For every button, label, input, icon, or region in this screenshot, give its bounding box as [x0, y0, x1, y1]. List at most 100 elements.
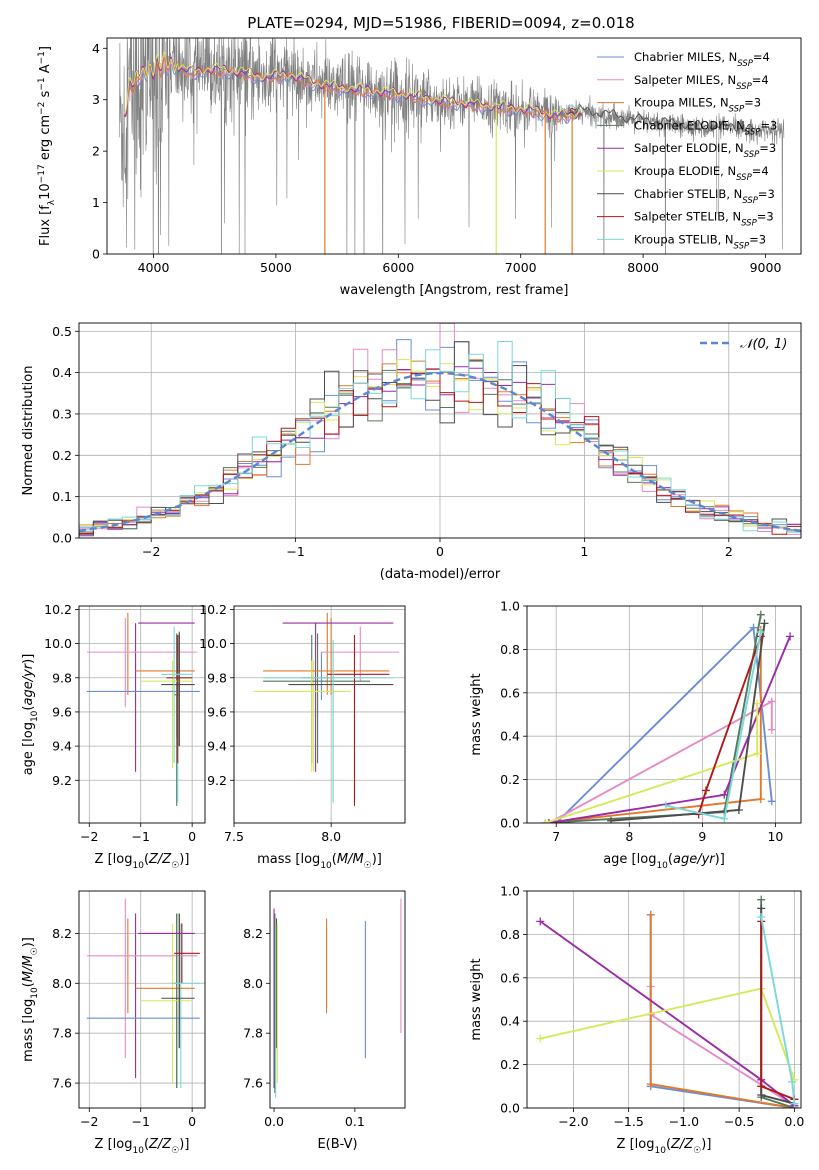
y-axis-label: age [log10(age/yr)]	[21, 654, 40, 776]
x-tick-label: 0	[188, 1114, 196, 1129]
x-axis-label: Z [log10(Z/Z☉)]	[95, 852, 190, 871]
x-tick-label: −1	[131, 1114, 149, 1129]
x-tick-label: 1	[580, 544, 588, 559]
x-tick-label: 0	[188, 829, 196, 844]
observed-spectrum	[118, 38, 785, 254]
x-tick-label: 2	[725, 544, 733, 559]
legend-entry: Chabrier MILES, NSSP=4	[634, 50, 770, 69]
y-tick-label: 9.6	[207, 704, 227, 719]
model-spectrum-kroupa-stelib	[569, 104, 582, 109]
y-tick-label: 9.8	[52, 670, 72, 685]
x-axis-label: Z [log10(Z/Z☉)]	[617, 1137, 712, 1156]
y-tick-label: 0.8	[500, 927, 520, 942]
histogram-salpeter-stelib	[79, 368, 801, 535]
weight-line-kroupa-elodie	[540, 987, 796, 1081]
y-axis-label: mass weight	[469, 958, 484, 1040]
x-axis-label: mass [log10(M/M☉)]	[257, 852, 382, 871]
y-tick-label: 8.2	[243, 926, 263, 941]
spectrum-plot-area	[118, 38, 785, 254]
y-tick-label: 8.0	[243, 976, 263, 991]
legend-entry: Chabrier STELIB, NSSP=3	[634, 187, 775, 206]
y-tick-label: 9.4	[52, 739, 72, 754]
weight-line-chabrier-elodie	[545, 614, 762, 823]
x-tick-label: 0.0	[264, 1114, 284, 1129]
x-tick-label: 8000	[627, 260, 659, 275]
weight-point	[760, 619, 769, 628]
mass_vs_Z-plot-area	[79, 891, 205, 1108]
y-tick-label: 0.6	[500, 970, 520, 985]
y-tick-label: 0.2	[500, 1057, 520, 1072]
y-tick-label: 0.4	[52, 365, 72, 380]
normal-curve	[79, 371, 801, 532]
y-tick-label: 0.8	[500, 642, 520, 657]
y-tick-label: 1	[92, 195, 100, 210]
x-axis-label: Z [log10(Z/Z☉)]	[95, 1137, 190, 1156]
y-axis-label: Flux [fλ10−17 erg cm−2 s−1 A−1]	[37, 46, 57, 246]
age_vs_Z-plot-area	[79, 606, 205, 823]
y-tick-label: 7.8	[243, 1026, 263, 1041]
axes-frame	[78, 890, 206, 1109]
weight-point	[756, 610, 765, 619]
y-axis-label: mass [log10(M/M☉)]	[21, 937, 40, 1062]
y-tick-label: 0.4	[500, 1014, 520, 1029]
x-tick-label: 6000	[382, 260, 414, 275]
y-tick-label: 9.4	[207, 739, 227, 754]
weight-point	[767, 797, 776, 806]
weight-point	[753, 699, 762, 708]
model-spectrum-salpeter-miles	[123, 60, 583, 123]
model-spectrum-chabrier-stelib	[569, 105, 754, 132]
x-tick-label: 9000	[750, 260, 782, 275]
axes-frame	[106, 37, 802, 255]
y-tick-label: 1.0	[500, 599, 520, 614]
x-tick-label: 7.5	[224, 829, 244, 844]
y-tick-label: 9.6	[52, 704, 72, 719]
y-tick-label: 10.0	[44, 636, 72, 651]
x-axis-label: E(B-V)	[317, 1137, 357, 1152]
x-tick-label: −2	[142, 544, 160, 559]
mass_vs_Z-panel: −2 −1 0 7.6 7.8 8.0 8.2 Z [log10(Z/Z☉)] mass [lo…	[21, 890, 206, 1156]
legend-entry: Salpeter ELODIE, NSSP=3	[634, 141, 776, 160]
model-spectrum-salpeter-stelib	[569, 104, 582, 112]
residuals-plot-area	[79, 323, 801, 538]
x-tick-label: −2	[80, 1114, 98, 1129]
x-tick-label: 4000	[138, 260, 170, 275]
age_vs_Z-panel: −2 −1 0 9.2 9.4 9.6 9.8 10.0 10.2 Z [log10(Z/Z☉)]…	[21, 602, 206, 871]
weight-point	[786, 632, 795, 641]
y-tick-label: 0.2	[500, 772, 520, 787]
x-tick-label: 8.0	[321, 829, 341, 844]
x-tick-label: −1	[286, 544, 304, 559]
y-tick-label: 0.2	[52, 448, 72, 463]
legend-entry: Salpeter MILES, NSSP=4	[634, 73, 769, 92]
weight-point	[757, 913, 766, 922]
x-axis-label: (data-model)/error	[380, 567, 501, 582]
y-axis-label: mass weight	[469, 673, 484, 755]
legend-entry: Kroupa STELIB, NSSP=3	[634, 232, 766, 251]
y-tick-label: 0.0	[500, 816, 520, 831]
weight-point	[756, 628, 765, 637]
weight-line-kroupa-stelib	[665, 631, 762, 820]
x-tick-label: −1.0	[669, 1114, 699, 1129]
weight-point	[646, 1080, 655, 1089]
weight-point	[607, 816, 616, 823]
weight-line-kroupa-miles	[649, 914, 795, 1108]
y-tick-label: 7.6	[52, 1076, 72, 1091]
age_vs_mass-panel: 7.5 8.0 9.2 9.4 9.6 9.8 10.0 10.2 mass [log10(M/…	[199, 602, 406, 871]
x-tick-label: 7	[552, 829, 560, 844]
axes-frame	[526, 890, 802, 1109]
mass_vs_ebv-panel: 0.0 0.1 7.6 7.8 8.0 8.2 E(B-V)	[243, 890, 406, 1152]
x-axis-label: age [log10(age/yr)]	[603, 852, 725, 871]
x-tick-label: −0.5	[724, 1114, 754, 1129]
y-tick-label: 0.6	[500, 685, 520, 700]
y-tick-label: 7.8	[52, 1026, 72, 1041]
y-tick-label: 0.1	[52, 489, 72, 504]
axes-frame	[233, 605, 406, 824]
weight-line-salpeter-elodie	[539, 920, 795, 1107]
y-tick-label: 10.2	[44, 602, 72, 617]
weight-point	[536, 917, 545, 926]
weight-point	[767, 697, 776, 706]
y-tick-label: 8.2	[52, 926, 72, 941]
y-tick-label: 0.3	[52, 406, 72, 421]
histogram-kroupa-stelib	[79, 341, 801, 533]
y-tick-label: 0.0	[500, 1101, 520, 1116]
